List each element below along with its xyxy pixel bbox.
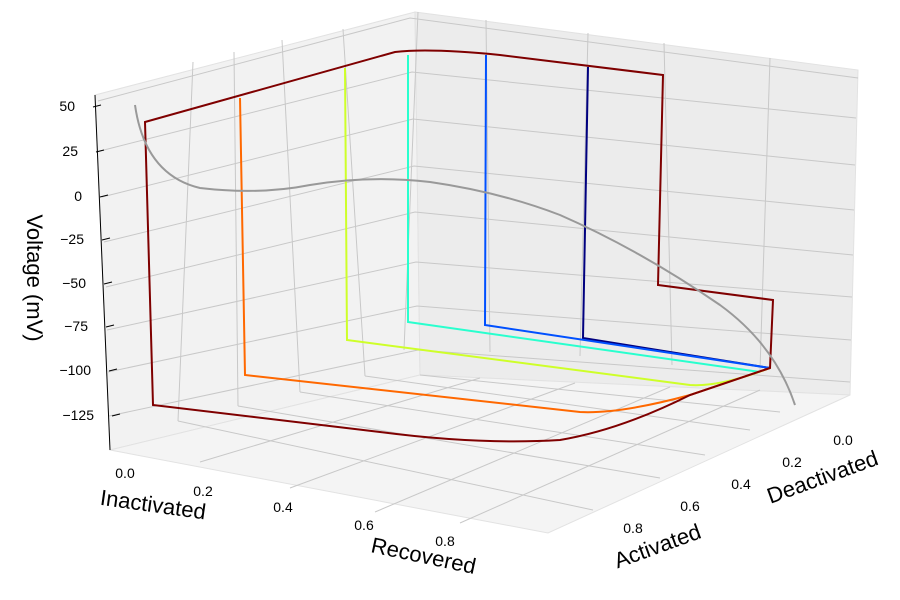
gridline xyxy=(233,51,239,407)
z-tick-mark xyxy=(103,281,113,285)
z-tick-mark xyxy=(108,368,118,372)
xlabel-deactivated: Deactivated xyxy=(764,445,882,508)
gridline xyxy=(459,389,761,524)
gridline xyxy=(759,57,771,371)
chart-panes xyxy=(94,11,859,534)
gridline xyxy=(105,211,854,288)
gridline xyxy=(419,374,781,413)
z-tick-label: −75 xyxy=(64,318,88,334)
z-tick-label: −125 xyxy=(62,407,94,423)
series-lines xyxy=(134,49,796,443)
label-recovered: Recovered xyxy=(369,532,478,579)
z-tick-mark xyxy=(101,237,111,241)
recovered-tick-label: 0.6 xyxy=(354,517,374,533)
inactivated-recovered-ticks: 0.0 0.2 0.4 0.6 0.8 xyxy=(115,465,455,549)
z-tick-mark xyxy=(111,413,121,417)
trajectory-line xyxy=(134,104,796,406)
deactivated-tick-label: 0.6 xyxy=(680,498,700,514)
gridline xyxy=(281,39,301,393)
series-line xyxy=(143,49,775,443)
z-tick-label: −50 xyxy=(62,275,86,291)
zlabel: Voltage (mV) xyxy=(22,214,47,341)
gridline xyxy=(364,375,751,431)
deactivated-tick-label: 0.0 xyxy=(833,432,853,448)
gridline xyxy=(101,118,856,198)
gridline xyxy=(97,17,859,102)
z-tick-label: 0 xyxy=(74,188,82,204)
z-tick-mark xyxy=(105,324,115,328)
series-line xyxy=(483,54,771,369)
deactivated-tick-label: 0.2 xyxy=(782,454,802,470)
series-line xyxy=(407,55,761,373)
label-inactivated: Inactivated xyxy=(99,485,208,525)
series-line xyxy=(239,97,771,414)
deactivated-ticks: 0.0 0.2 0.4 0.6 0.8 xyxy=(623,432,853,536)
z-tick-mark xyxy=(95,149,105,153)
z-tick-mark xyxy=(92,104,102,108)
z-tick-label: 50 xyxy=(59,98,75,114)
recovered-tick-label: 0.0 xyxy=(115,465,135,481)
gridline xyxy=(199,377,481,463)
z-tick-mark xyxy=(99,194,109,198)
floor-pane xyxy=(109,374,851,534)
recovered-tick-label: 0.8 xyxy=(435,533,455,549)
gridline xyxy=(103,165,855,243)
z-axis: 50 25 0 −25 −50 −75 −100 −125 xyxy=(59,94,121,451)
z-tick-label: −100 xyxy=(59,362,91,378)
z-tick-label: 25 xyxy=(62,143,78,159)
gridline xyxy=(177,61,194,422)
recovered-tick-label: 0.4 xyxy=(273,499,293,515)
gridline xyxy=(107,305,852,373)
gridlines xyxy=(97,11,859,524)
gridline xyxy=(106,261,853,331)
z-axis-line xyxy=(94,94,111,451)
recovered-tick-label: 0.2 xyxy=(193,483,213,499)
gridline xyxy=(99,71,857,152)
deactivated-tick-label: 0.8 xyxy=(623,520,643,536)
gridline xyxy=(663,42,673,366)
z-tick-label: −25 xyxy=(60,231,84,247)
gridline xyxy=(374,386,671,513)
gridline xyxy=(289,382,576,489)
deactivated-tick-label: 0.4 xyxy=(731,476,751,492)
